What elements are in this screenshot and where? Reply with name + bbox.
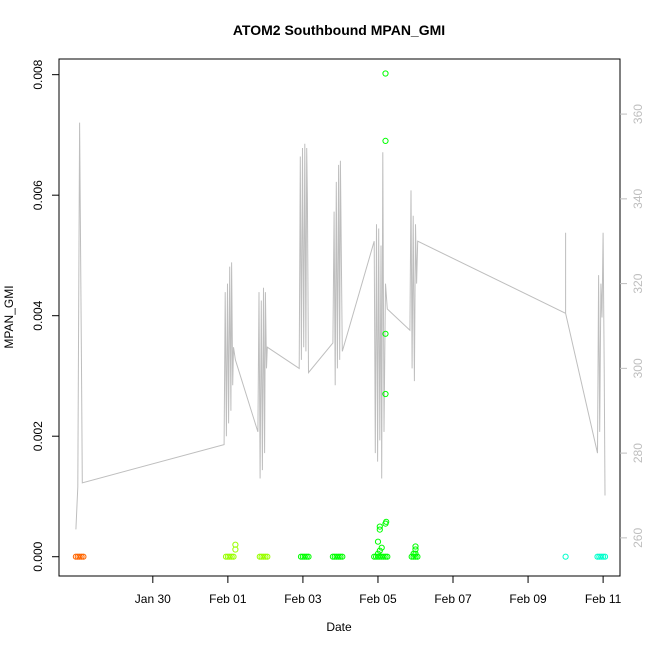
data-point (80, 553, 87, 560)
data-point (382, 137, 389, 144)
data-point (374, 550, 382, 557)
y-axis-label: MPAN_GMI (2, 285, 16, 348)
data-point (339, 553, 346, 560)
data-point (335, 553, 342, 560)
data-point (337, 553, 344, 560)
data-point (601, 553, 609, 560)
y2-tick-label: 260 (631, 528, 645, 548)
y-tick-label: 0.008 (31, 59, 45, 89)
y2-tick-label: 280 (631, 443, 645, 463)
y-axis: 0.000 0.002 0.004 0.006 0.008 (31, 59, 59, 572)
data-point (376, 523, 383, 530)
y-tick-label: 0.000 (31, 541, 45, 571)
data-point (383, 518, 390, 525)
secondary-y-axis: 260 280 300 320 340 360 (620, 104, 645, 548)
y2-tick-label: 340 (631, 189, 645, 209)
y2-tick-label: 360 (631, 104, 645, 124)
x-axis: Jan 30 Feb 01 Feb 03 Feb 05 Feb 07 Feb 09 Feb … (135, 576, 622, 606)
data-point (226, 553, 233, 560)
x-tick-label: Feb 11 (585, 592, 622, 606)
plot-frame (58, 58, 621, 577)
data-point (301, 553, 308, 560)
data-point (380, 553, 387, 560)
data-point (412, 550, 419, 557)
data-point (228, 553, 235, 560)
data-point (598, 553, 605, 560)
data-point (412, 543, 419, 550)
data-point (412, 546, 419, 553)
data-point (562, 553, 569, 560)
secondary-trace-line (75, 122, 606, 530)
data-point (382, 330, 389, 337)
data-point (329, 553, 336, 560)
x-tick-label: Feb 07 (434, 592, 472, 606)
x-tick-label: Jan 30 (135, 592, 171, 606)
chart-title: ATOM2 Southbound MPAN_GMI (233, 22, 445, 38)
secondary-trace-layer (75, 122, 606, 530)
data-point (303, 553, 310, 560)
data-point (78, 553, 85, 560)
data-point (264, 553, 271, 560)
x-tick-label: Feb 05 (359, 592, 397, 606)
data-point (262, 553, 269, 560)
point-layer (72, 70, 609, 560)
y2-tick-label: 320 (631, 273, 645, 293)
data-point (76, 553, 83, 560)
data-point (297, 553, 305, 560)
data-point (376, 553, 383, 560)
data-point (382, 70, 389, 77)
x-axis-label: Date (326, 620, 352, 634)
data-point (376, 526, 383, 533)
y2-tick-label: 300 (631, 358, 645, 378)
x-tick-label: Feb 01 (209, 592, 247, 606)
data-point (374, 538, 382, 545)
data-point (260, 553, 267, 560)
data-point (305, 553, 312, 560)
data-point (382, 553, 389, 560)
data-point (384, 553, 391, 560)
data-point (378, 544, 385, 551)
data-point (232, 541, 239, 548)
data-point (230, 553, 237, 560)
y-tick-label: 0.006 (31, 180, 45, 210)
y-tick-label: 0.002 (31, 421, 45, 451)
data-point (600, 553, 607, 560)
data-point (382, 390, 389, 398)
x-tick-label: Feb 03 (284, 592, 322, 606)
x-tick-label: Feb 09 (509, 592, 547, 606)
y-tick-label: 0.004 (31, 300, 45, 330)
